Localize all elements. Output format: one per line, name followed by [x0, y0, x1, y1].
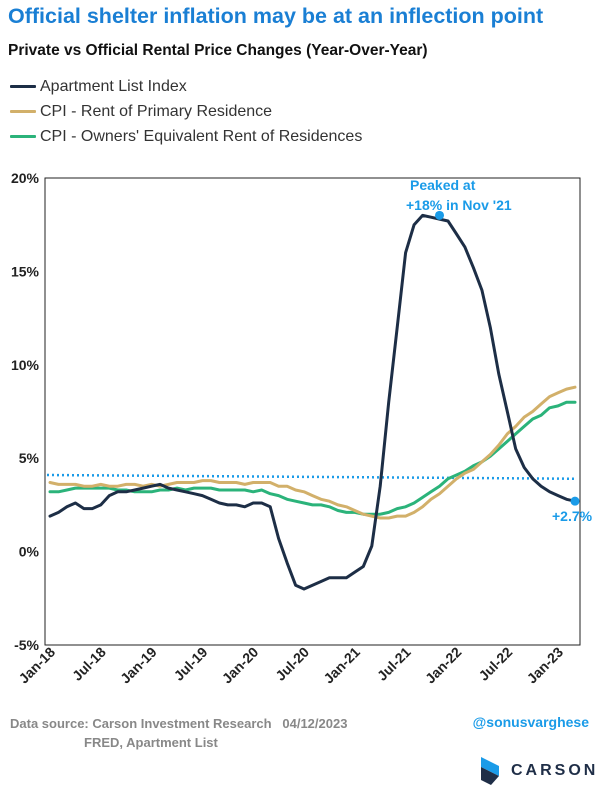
- y-tick-label: 5%: [19, 450, 40, 466]
- chart-title: Official shelter inflation may be at an …: [8, 4, 544, 28]
- x-tick-label: Jul-21: [374, 644, 414, 684]
- peak-annotation-label: Peaked at: [410, 177, 476, 193]
- series-line-cpi-rent-of-primary-residence: [48, 385, 577, 520]
- latest-annotation-label: +2.7%: [552, 508, 593, 524]
- data-source-line-1: Data source: Carson Investment Research …: [10, 716, 348, 731]
- latest-marker: [570, 496, 580, 506]
- x-tick-label: Jul-22: [475, 644, 515, 684]
- line-chart: 20%15%10%5%0%-5%Jan-18 Jul-18 Jan-19 Jul-19…: [11, 170, 593, 687]
- peak-annotation-label: +18% in Nov '21: [406, 197, 512, 213]
- x-tick-label: Jul-20: [272, 644, 312, 684]
- y-tick-label: 0%: [19, 544, 40, 560]
- series-line-cpi-owners-equivalent-rent-of-residences: [48, 400, 577, 516]
- data-source-line-2: FRED, Apartment List: [84, 735, 218, 750]
- legend-label: CPI - Owners' Equivalent Rent of Residen…: [40, 127, 363, 145]
- chart-subtitle: Private vs Official Rental Price Changes…: [8, 42, 428, 59]
- carson-logo: CARSON: [477, 757, 598, 785]
- reference-line: [46, 473, 576, 480]
- x-tick-label: Jan-20: [219, 644, 262, 687]
- x-tick-label: Jan-19: [117, 644, 160, 687]
- x-tick-label: Jan-23: [524, 644, 567, 687]
- data-source: Data source: Carson Investment Research …: [10, 714, 347, 752]
- legend: Apartment List Index CPI - Rent of Prima…: [10, 74, 362, 149]
- legend-label: Apartment List Index: [40, 77, 187, 95]
- peak-marker: [435, 210, 445, 220]
- series-line-apartment-list-index: [48, 213, 577, 591]
- x-tick-label: Jul-18: [69, 644, 109, 684]
- carson-logo-icon: [481, 757, 499, 785]
- logo-text: CARSON: [511, 762, 599, 779]
- x-tick-label: Jan-21: [320, 644, 363, 687]
- y-tick-label: -5%: [14, 637, 39, 653]
- plot-frame: [44, 177, 581, 646]
- legend-item-cpi-rent: CPI - Rent of Primary Residence: [10, 99, 362, 124]
- y-tick-label: 15%: [11, 263, 40, 279]
- x-tick-label: Jul-19: [171, 644, 211, 684]
- x-tick-label: Jan-22: [422, 644, 465, 687]
- author-handle: @sonusvarghese: [472, 714, 589, 730]
- y-tick-label: 20%: [11, 170, 40, 186]
- legend-swatch: [10, 85, 36, 88]
- legend-swatch: [10, 110, 36, 113]
- legend-label: CPI - Rent of Primary Residence: [40, 102, 273, 120]
- legend-item-cpi-oer: CPI - Owners' Equivalent Rent of Residen…: [10, 124, 362, 149]
- y-tick-label: 10%: [11, 357, 40, 373]
- legend-item-apartment-list: Apartment List Index: [10, 74, 362, 99]
- legend-swatch: [10, 135, 36, 138]
